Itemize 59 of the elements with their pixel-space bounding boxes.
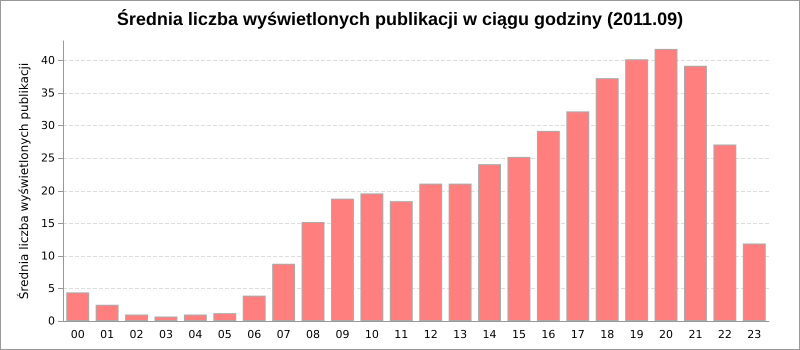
y-tick-label: 20 xyxy=(41,184,55,198)
x-tick-label: 01 xyxy=(100,328,114,341)
x-tick-label: 00 xyxy=(70,328,85,341)
x-tick-label: 20 xyxy=(659,328,674,341)
bar xyxy=(390,201,413,321)
bar xyxy=(330,198,354,321)
y-tick-label: 25 xyxy=(41,152,55,165)
bar xyxy=(566,111,590,321)
x-tick-label: 08 xyxy=(306,328,320,341)
x-tick-label: 05 xyxy=(218,328,232,341)
x-tick-label: 07 xyxy=(276,328,291,341)
x-tick-label: 10 xyxy=(364,328,379,341)
x-tick-label: 19 xyxy=(630,328,644,341)
x-tick-label: 17 xyxy=(570,328,585,341)
x-tick-label: 09 xyxy=(335,328,350,341)
bar xyxy=(596,78,619,321)
x-tick-label: 21 xyxy=(688,328,702,341)
bar xyxy=(154,316,178,321)
y-tick-label: 30 xyxy=(41,119,55,132)
bar xyxy=(66,292,90,321)
x-tick-label: 18 xyxy=(600,328,614,341)
bar xyxy=(184,314,207,321)
bar xyxy=(536,130,560,321)
bar xyxy=(684,66,707,321)
x-tick-label: 16 xyxy=(541,328,556,341)
x-tick-label: 22 xyxy=(718,328,732,341)
x-tick-label: 06 xyxy=(247,328,262,341)
bar xyxy=(742,244,766,321)
bar xyxy=(507,156,530,321)
y-tick-label: 35 xyxy=(41,86,55,100)
bar xyxy=(302,222,325,321)
bar xyxy=(713,144,736,321)
bar xyxy=(96,304,119,321)
bar xyxy=(242,296,266,321)
bar xyxy=(448,184,472,321)
bar xyxy=(360,193,384,321)
bar xyxy=(419,184,442,321)
bar xyxy=(478,164,502,321)
y-tick-label: 5 xyxy=(48,282,55,295)
bar xyxy=(625,59,648,321)
bar xyxy=(272,264,296,321)
x-tick-label: 13 xyxy=(453,328,468,341)
x-tick-label: 14 xyxy=(482,328,497,341)
bar xyxy=(654,48,678,321)
y-tick-label: 10 xyxy=(41,249,55,262)
y-tick-label: 40 xyxy=(41,54,55,68)
bar xyxy=(213,313,236,321)
y-axis-title: Średnia liczba wyświetlonych publikacji xyxy=(16,62,32,300)
chart-title: Średnia liczba wyświetlonych publikacji w ciągu godziny (2011.09) xyxy=(116,9,684,29)
x-tick-label: 11 xyxy=(394,328,408,341)
x-tick-label: 04 xyxy=(188,328,202,341)
x-tick-label: 12 xyxy=(424,328,438,341)
y-tick-label: 0 xyxy=(48,314,55,328)
x-tick-label: 15 xyxy=(512,328,526,341)
x-tick-label: 03 xyxy=(158,328,173,341)
x-tick-label: 02 xyxy=(130,328,144,341)
bar xyxy=(125,314,148,321)
x-tick-label: 23 xyxy=(747,328,762,341)
y-tick-label: 15 xyxy=(41,216,55,230)
